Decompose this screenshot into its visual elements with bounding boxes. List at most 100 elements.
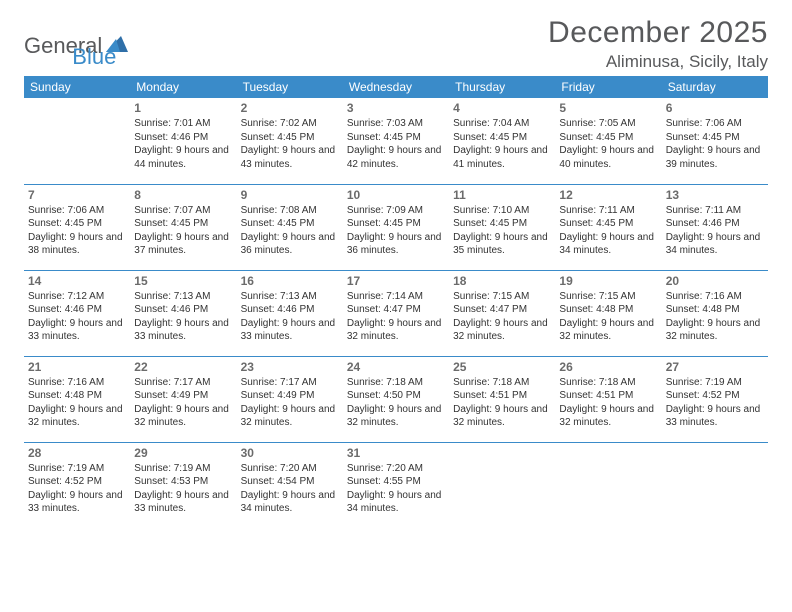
day-info: Sunrise: 7:16 AMSunset: 4:48 PMDaylight:… [666,290,764,344]
daylight-line: Daylight: 9 hours and 32 minutes. [347,403,445,430]
day-info: Sunrise: 7:08 AMSunset: 4:45 PMDaylight:… [241,204,339,258]
daylight-line: Daylight: 9 hours and 32 minutes. [453,403,551,430]
day-header: Wednesday [343,76,449,98]
calendar-cell: 21 Sunrise: 7:16 AMSunset: 4:48 PMDayligh… [24,356,130,442]
daylight-line: Daylight: 9 hours and 33 minutes. [28,489,126,516]
day-info: Sunrise: 7:20 AMSunset: 4:54 PMDaylight:… [241,462,339,516]
calendar-cell: 25 Sunrise: 7:18 AMSunset: 4:51 PMDayligh… [449,356,555,442]
daylight-line: Daylight: 9 hours and 42 minutes. [347,144,445,171]
sunrise-line: Sunrise: 7:16 AM [666,290,764,304]
daylight-line: Daylight: 9 hours and 34 minutes. [666,231,764,258]
day-number: 15 [134,274,232,288]
calendar-cell: 12Sunrise: 7:11 AMSunset: 4:45 PMDayligh… [555,184,661,270]
day-info: Sunrise: 7:18 AMSunset: 4:50 PMDaylight:… [347,376,445,430]
sunrise-line: Sunrise: 7:17 AM [241,376,339,390]
sunrise-line: Sunrise: 7:18 AM [453,376,551,390]
calendar-cell: 8 Sunrise: 7:07 AMSunset: 4:45 PMDaylight… [130,184,236,270]
sunrise-line: Sunrise: 7:06 AM [28,204,126,218]
daylight-line: Daylight: 9 hours and 32 minutes. [28,403,126,430]
sunset-line: Sunset: 4:48 PM [559,303,657,317]
day-number: 30 [241,446,339,460]
day-number: 14 [28,274,126,288]
sunset-line: Sunset: 4:45 PM [559,217,657,231]
day-number: 4 [453,101,551,115]
day-number: 19 [559,274,657,288]
day-number: 10 [347,188,445,202]
sunrise-line: Sunrise: 7:15 AM [453,290,551,304]
day-number: 27 [666,360,764,374]
calendar-cell: 20Sunrise: 7:16 AMSunset: 4:48 PMDayligh… [662,270,768,356]
day-info: Sunrise: 7:18 AMSunset: 4:51 PMDaylight:… [559,376,657,430]
calendar-cell: 22Sunrise: 7:17 AMSunset: 4:49 PMDayligh… [130,356,236,442]
calendar-row: 7Sunrise: 7:06 AMSunset: 4:45 PMDaylight… [24,184,768,270]
day-number: 3 [347,101,445,115]
calendar-cell: 31Sunrise: 7:20 AMSunset: 4:55 PMDayligh… [343,442,449,528]
sunrise-line: Sunrise: 7:06 AM [666,117,764,131]
sunset-line: Sunset: 4:45 PM [347,131,445,145]
sunrise-line: Sunrise: 7:13 AM [241,290,339,304]
sunset-line: Sunset: 4:45 PM [559,131,657,145]
sunset-line: Sunset: 4:45 PM [453,131,551,145]
day-number: 13 [666,188,764,202]
calendar-cell: 24Sunrise: 7:18 AMSunset: 4:50 PMDayligh… [343,356,449,442]
sunset-line: Sunset: 4:54 PM [241,475,339,489]
sunrise-line: Sunrise: 7:13 AM [134,290,232,304]
sunrise-line: Sunrise: 7:19 AM [28,462,126,476]
day-number: 18 [453,274,551,288]
day-number: 8 [134,188,232,202]
sunset-line: Sunset: 4:45 PM [347,217,445,231]
calendar-cell: 28 Sunrise: 7:19 AMSunset: 4:52 PMDayligh… [24,442,130,528]
daylight-line: Daylight: 9 hours and 34 minutes. [241,489,339,516]
sunrise-line: Sunrise: 7:18 AM [347,376,445,390]
day-info: Sunrise: 7:07 AMSunset: 4:45 PMDaylight:… [134,204,232,258]
daylight-line: Daylight: 9 hours and 32 minutes. [453,317,551,344]
day-header: Monday [130,76,236,98]
day-info: Sunrise: 7:19 AMSunset: 4:52 PMDaylight:… [28,462,126,516]
day-info: Sunrise: 7:02 AMSunset: 4:45 PMDaylight:… [241,117,339,171]
day-info: Sunrise: 7:12 AMSunset: 4:46 PMDaylight:… [28,290,126,344]
location-subtitle: Aliminusa, Sicily, Italy [548,52,768,72]
day-header: Thursday [449,76,555,98]
daylight-line: Daylight: 9 hours and 33 minutes. [134,317,232,344]
day-info: Sunrise: 7:19 AMSunset: 4:52 PMDaylight:… [666,376,764,430]
sunrise-line: Sunrise: 7:04 AM [453,117,551,131]
sunset-line: Sunset: 4:47 PM [453,303,551,317]
day-number: 9 [241,188,339,202]
day-info: Sunrise: 7:11 AMSunset: 4:45 PMDaylight:… [559,204,657,258]
calendar-row: 21 Sunrise: 7:16 AMSunset: 4:48 PMDayligh… [24,356,768,442]
sunset-line: Sunset: 4:49 PM [241,389,339,403]
calendar-cell: 23Sunrise: 7:17 AMSunset: 4:49 PMDayligh… [237,356,343,442]
calendar-cell: 11Sunrise: 7:10 AMSunset: 4:45 PMDayligh… [449,184,555,270]
sunset-line: Sunset: 4:45 PM [241,131,339,145]
calendar-cell: 29 Sunrise: 7:19 AMSunset: 4:53 PMDayligh… [130,442,236,528]
sunset-line: Sunset: 4:50 PM [347,389,445,403]
page-title: December 2025 [548,16,768,50]
sunset-line: Sunset: 4:52 PM [666,389,764,403]
daylight-line: Daylight: 9 hours and 34 minutes. [559,231,657,258]
day-number: 25 [453,360,551,374]
day-info: Sunrise: 7:17 AMSunset: 4:49 PMDaylight:… [134,376,232,430]
calendar-cell: 5 Sunrise: 7:05 AMSunset: 4:45 PMDaylight… [555,98,661,184]
sunrise-line: Sunrise: 7:01 AM [134,117,232,131]
day-info: Sunrise: 7:16 AMSunset: 4:48 PMDaylight:… [28,376,126,430]
calendar-cell: 9 Sunrise: 7:08 AMSunset: 4:45 PMDaylight… [237,184,343,270]
daylight-line: Daylight: 9 hours and 32 minutes. [559,317,657,344]
sunset-line: Sunset: 4:48 PM [666,303,764,317]
day-number: 5 [559,101,657,115]
day-info: Sunrise: 7:03 AMSunset: 4:45 PMDaylight:… [347,117,445,171]
day-number: 29 [134,446,232,460]
sunset-line: Sunset: 4:45 PM [134,217,232,231]
sunrise-line: Sunrise: 7:11 AM [666,204,764,218]
day-number: 21 [28,360,126,374]
day-info: Sunrise: 7:05 AMSunset: 4:45 PMDaylight:… [559,117,657,171]
day-info: Sunrise: 7:19 AMSunset: 4:53 PMDaylight:… [134,462,232,516]
calendar-cell: 6Sunrise: 7:06 AMSunset: 4:45 PMDaylight… [662,98,768,184]
sunset-line: Sunset: 4:45 PM [666,131,764,145]
day-info: Sunrise: 7:13 AMSunset: 4:46 PMDaylight:… [241,290,339,344]
daylight-line: Daylight: 9 hours and 41 minutes. [453,144,551,171]
day-info: Sunrise: 7:06 AMSunset: 4:45 PMDaylight:… [666,117,764,171]
sunset-line: Sunset: 4:55 PM [347,475,445,489]
day-number: 28 [28,446,126,460]
logo-text-blue: Blue [72,44,116,70]
day-info: Sunrise: 7:18 AMSunset: 4:51 PMDaylight:… [453,376,551,430]
